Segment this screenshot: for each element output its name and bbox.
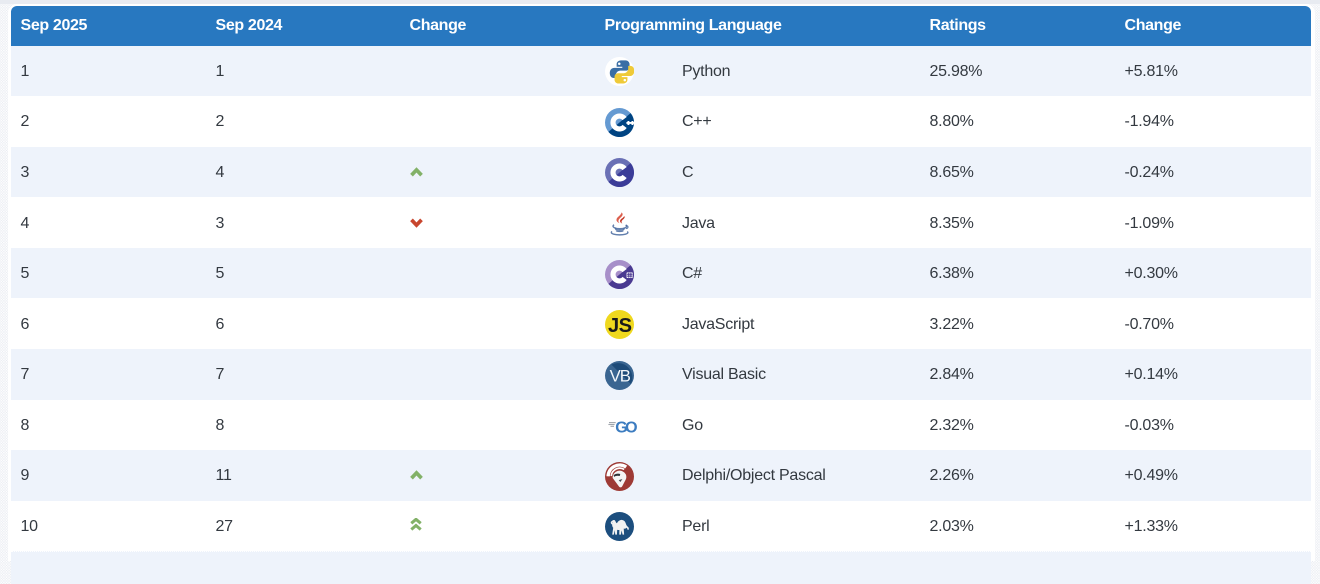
svg-text:VB: VB <box>609 366 630 385</box>
svg-text:JS: JS <box>608 315 632 337</box>
svg-text:GO: GO <box>615 420 637 437</box>
